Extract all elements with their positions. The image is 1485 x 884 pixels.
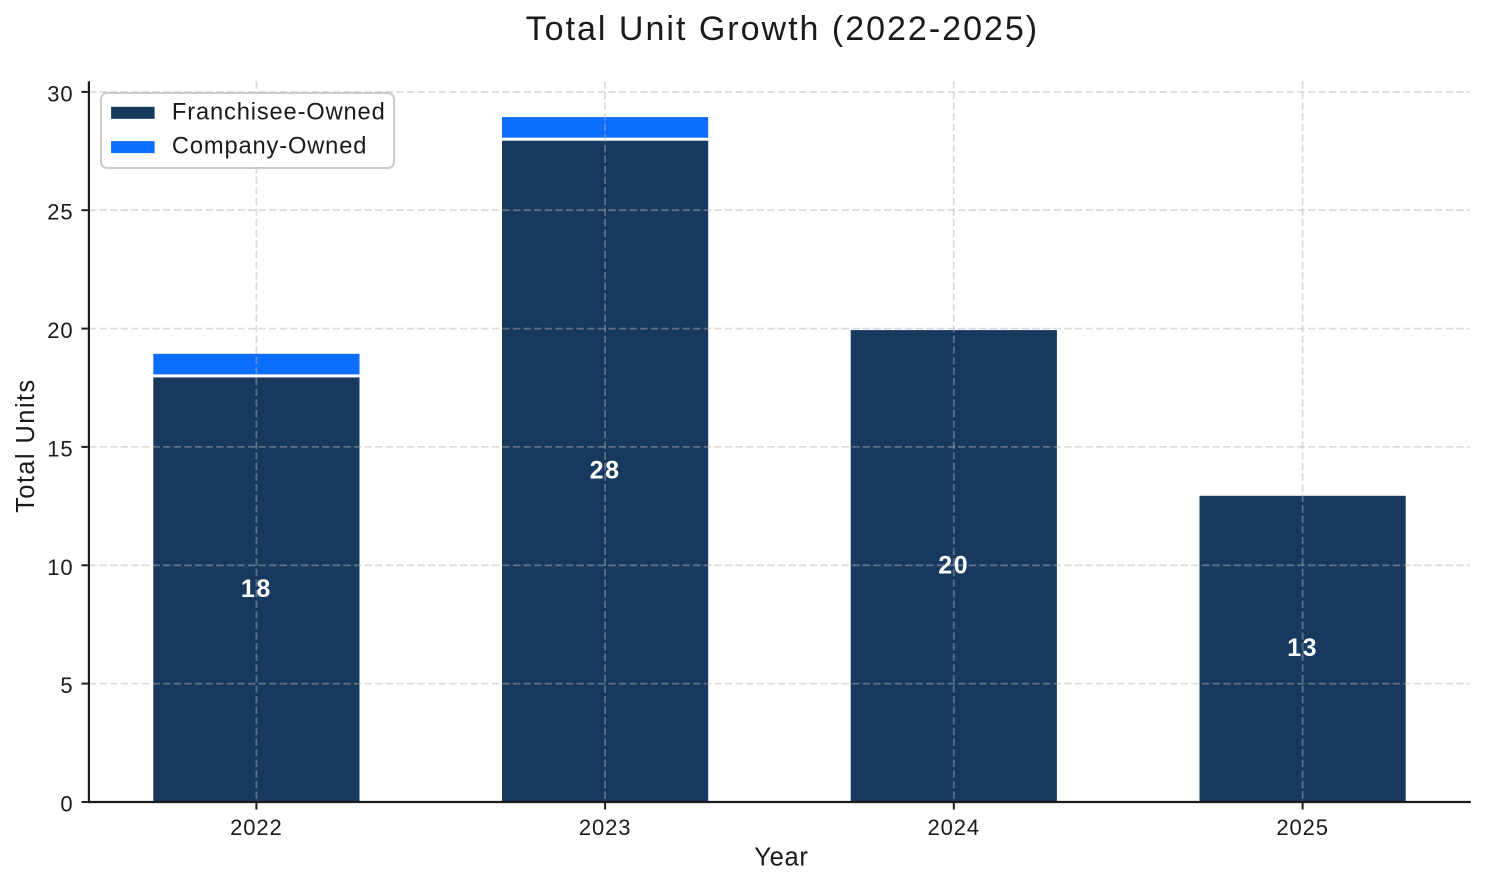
svg-text:0: 0 — [60, 792, 73, 817]
svg-text:28: 28 — [590, 457, 621, 485]
svg-text:Company-Owned: Company-Owned — [172, 134, 367, 160]
svg-text:5: 5 — [60, 673, 73, 698]
svg-text:13: 13 — [1287, 634, 1318, 662]
svg-text:2023: 2023 — [579, 815, 632, 840]
svg-text:10: 10 — [47, 555, 73, 580]
svg-text:30: 30 — [47, 81, 73, 106]
svg-text:Total Units: Total Units — [12, 378, 40, 512]
svg-text:15: 15 — [47, 436, 73, 461]
svg-text:20: 20 — [938, 551, 969, 579]
svg-text:18: 18 — [241, 575, 272, 603]
svg-text:2024: 2024 — [928, 815, 981, 840]
svg-text:Year: Year — [754, 844, 808, 872]
svg-text:2025: 2025 — [1276, 815, 1329, 840]
svg-text:Franchisee-Owned: Franchisee-Owned — [172, 99, 386, 125]
svg-text:Total Unit Growth (2022-2025): Total Unit Growth (2022-2025) — [526, 10, 1039, 48]
svg-text:25: 25 — [47, 200, 73, 225]
svg-text:20: 20 — [47, 318, 73, 343]
svg-text:2022: 2022 — [230, 815, 283, 840]
